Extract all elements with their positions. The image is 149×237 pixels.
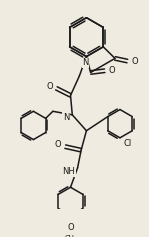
Text: O: O: [46, 82, 53, 91]
Text: O: O: [55, 140, 62, 149]
Text: N: N: [63, 113, 69, 122]
Text: O: O: [131, 57, 138, 66]
Text: CH₃: CH₃: [64, 235, 77, 237]
Text: O: O: [67, 223, 74, 232]
Text: Cl: Cl: [124, 140, 132, 149]
Text: NH: NH: [62, 167, 75, 176]
Text: O: O: [108, 66, 115, 75]
Text: N: N: [82, 58, 89, 67]
